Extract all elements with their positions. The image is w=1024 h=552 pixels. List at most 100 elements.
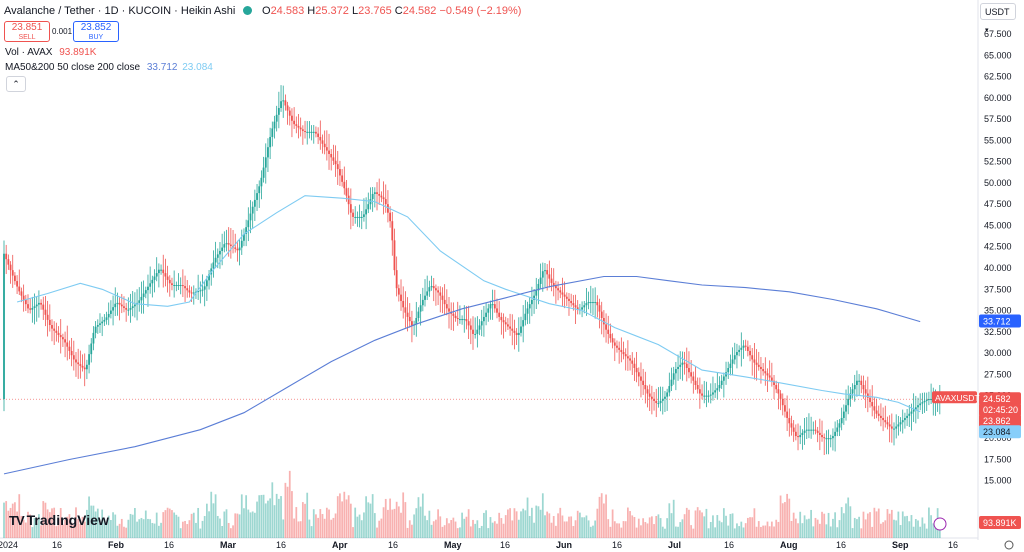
candle-body xyxy=(620,349,623,353)
candle-body xyxy=(181,285,184,287)
volume-bar xyxy=(880,523,882,538)
candle-body xyxy=(101,321,104,324)
volume-bar xyxy=(611,509,614,538)
volume-bar xyxy=(62,524,64,538)
candle-body xyxy=(378,193,381,196)
time-tick-label: 16 xyxy=(276,540,286,550)
candle-body xyxy=(927,399,930,401)
candle-body xyxy=(286,105,289,111)
candle-body xyxy=(88,354,90,365)
ma-legend[interactable]: MA50&200 50 close 200 close 33.712 23.08… xyxy=(5,62,213,73)
candle-body xyxy=(917,405,919,408)
candle-body xyxy=(153,276,156,280)
candle-body xyxy=(757,364,760,367)
candle-body xyxy=(834,431,837,437)
candle-body xyxy=(107,313,110,318)
volume-legend[interactable]: Vol · AVAX 93.891K xyxy=(5,47,96,58)
volume-bar xyxy=(572,526,575,538)
candle-body xyxy=(635,367,638,373)
volume-bar xyxy=(404,502,407,538)
candle-body xyxy=(825,438,828,440)
volume-bar xyxy=(328,509,330,538)
volume-bar xyxy=(579,512,581,538)
candle-body xyxy=(354,216,357,218)
volume-bar xyxy=(40,525,42,538)
candle-body xyxy=(661,398,664,401)
candle-body xyxy=(341,175,344,182)
candle-body xyxy=(808,429,810,431)
volume-bar xyxy=(90,505,93,538)
volume-bar xyxy=(387,509,389,538)
volume-bar xyxy=(729,513,732,538)
candle-body xyxy=(306,131,309,133)
candle-body xyxy=(893,428,895,430)
volume-bar xyxy=(825,524,828,538)
candle-body xyxy=(509,326,511,329)
candle-body xyxy=(906,415,909,418)
volume-tag: 93.891K xyxy=(983,518,1017,528)
volume-bar xyxy=(914,519,917,538)
candle-body xyxy=(792,427,795,432)
volume-bar xyxy=(659,518,662,538)
volume-bar xyxy=(847,497,850,538)
currency-select[interactable]: USDT ▾ xyxy=(980,3,1016,34)
tradingview-logo[interactable]: TV TradingView xyxy=(9,512,109,528)
volume-bar xyxy=(389,498,391,538)
candle-body xyxy=(587,302,590,304)
volume-bar xyxy=(840,507,843,538)
candle-body xyxy=(133,304,136,307)
ma50-price-tag-bg xyxy=(979,314,1021,328)
candle-body xyxy=(120,304,123,307)
candle-body xyxy=(812,429,815,431)
candle-body xyxy=(251,206,254,214)
candle-body xyxy=(90,343,93,355)
volume-bar xyxy=(877,508,880,538)
candle-body xyxy=(596,302,599,306)
volume-bar xyxy=(592,525,594,538)
candle-body xyxy=(40,302,42,305)
candle-body xyxy=(256,193,258,200)
volume-bar xyxy=(190,513,193,538)
candle-body xyxy=(190,292,193,294)
collapse-legend-button[interactable]: ⌃ xyxy=(6,76,26,92)
volume-bar xyxy=(236,513,239,538)
close-value: 24.582 xyxy=(402,5,437,17)
volume-bar xyxy=(118,523,121,538)
volume-bar xyxy=(555,525,557,538)
candle-body xyxy=(419,305,422,312)
candle-body xyxy=(554,286,557,289)
candle-body xyxy=(188,290,191,293)
candle-body xyxy=(751,355,754,360)
candle-body xyxy=(389,212,392,222)
volume-bar xyxy=(253,512,256,538)
candle-body xyxy=(48,319,51,326)
candle-body xyxy=(267,147,269,158)
candle-body xyxy=(742,345,745,348)
candle-body xyxy=(515,332,518,336)
candle-body xyxy=(912,409,915,412)
volume-bar xyxy=(882,522,884,538)
buy-button[interactable]: 23.852 BUY xyxy=(73,21,119,42)
volume-bar xyxy=(816,519,819,538)
candle-body xyxy=(317,133,320,137)
candle-body xyxy=(27,304,29,309)
candle-body xyxy=(9,264,12,271)
volume-bar xyxy=(496,523,498,538)
candle-body xyxy=(37,302,40,305)
candle-body xyxy=(173,285,176,287)
candle-body xyxy=(589,302,592,304)
volume-bar xyxy=(736,523,738,538)
volume-bar xyxy=(234,513,237,538)
sell-button[interactable]: 23.851 SELL xyxy=(4,21,50,42)
candle-body xyxy=(397,288,400,295)
candle-body xyxy=(738,349,741,353)
candle-body xyxy=(685,363,688,368)
volume-bar xyxy=(354,507,357,538)
candle-body xyxy=(696,385,699,390)
candle-body xyxy=(600,311,603,318)
candle-body xyxy=(770,377,773,381)
open-label: O xyxy=(262,5,271,17)
candle-body xyxy=(740,347,743,350)
volume-bar xyxy=(182,521,184,538)
